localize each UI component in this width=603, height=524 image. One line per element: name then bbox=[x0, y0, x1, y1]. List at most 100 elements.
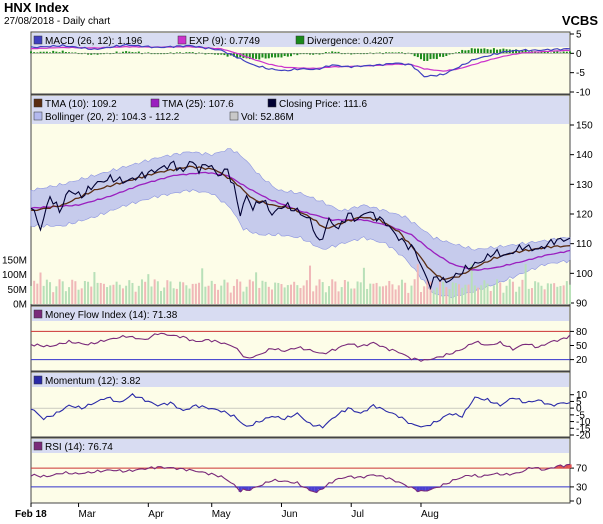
price-legend-label: TMA (25): 107.6 bbox=[162, 99, 234, 110]
x-axis-label: Feb 18 bbox=[15, 509, 47, 520]
rsi-ytick-label: 0 bbox=[576, 497, 582, 508]
volume-bar bbox=[293, 281, 296, 304]
chart-header: HNX Index 27/08/2018 - Daily chart VCBS bbox=[4, 0, 598, 28]
price-legend-swatch bbox=[33, 111, 43, 121]
volume-bar bbox=[137, 285, 140, 304]
divergence-bar bbox=[49, 52, 52, 54]
divergence-bar bbox=[521, 50, 524, 54]
divergence-bar bbox=[549, 52, 552, 54]
volume-bar bbox=[255, 272, 258, 304]
volume-bar bbox=[42, 285, 45, 304]
volume-bar bbox=[45, 279, 48, 304]
volume-bar bbox=[201, 268, 204, 304]
volume-bar bbox=[350, 288, 353, 304]
volume-bar bbox=[61, 281, 64, 304]
momentum-ytick-label: 5 bbox=[576, 397, 582, 408]
x-axis-label: Jun bbox=[281, 509, 297, 520]
volume-bar bbox=[334, 281, 337, 304]
divergence-bar bbox=[331, 51, 334, 54]
volume-bar bbox=[442, 281, 445, 304]
volume-bar bbox=[404, 282, 407, 304]
rsi-oversold-fill bbox=[317, 486, 322, 490]
volume-bar bbox=[90, 286, 93, 304]
divergence-bar bbox=[394, 52, 397, 54]
volume-bar bbox=[270, 289, 273, 304]
divergence-bar bbox=[102, 53, 105, 55]
divergence-bar bbox=[486, 49, 489, 54]
divergence-bar bbox=[255, 53, 258, 59]
divergence-bar bbox=[220, 53, 223, 55]
volume-bar bbox=[328, 286, 331, 304]
divergence-bar bbox=[267, 53, 270, 59]
price-ytick-label: 150 bbox=[576, 121, 593, 132]
momentum-ytick-label: 10 bbox=[576, 390, 588, 401]
volume-bar bbox=[299, 288, 302, 304]
volume-bar bbox=[331, 279, 334, 304]
divergence-bar bbox=[289, 53, 292, 57]
rsi-oversold-fill bbox=[425, 486, 429, 491]
divergence-bar bbox=[147, 52, 150, 54]
volume-bar bbox=[324, 292, 327, 304]
divergence-bar bbox=[169, 52, 172, 54]
x-axis-label: May bbox=[212, 509, 231, 520]
rsi-legend-swatch bbox=[33, 441, 43, 451]
mfi-ytick-label: 80 bbox=[576, 327, 588, 338]
mfi-legend-label: Money Flow Index (14): 71.38 bbox=[45, 310, 178, 321]
divergence-bar bbox=[451, 53, 454, 55]
volume-bar bbox=[77, 289, 80, 304]
divergence-bar bbox=[540, 52, 543, 54]
mfi-legend-swatch bbox=[33, 309, 43, 319]
volume-bar bbox=[49, 282, 52, 304]
divergence-bar bbox=[77, 53, 80, 55]
volume-bar bbox=[159, 290, 162, 304]
volume-bar bbox=[410, 285, 413, 304]
rsi-overbought-fill bbox=[156, 466, 160, 469]
mfi-ytick-label: 20 bbox=[576, 355, 588, 366]
volume-bar bbox=[353, 288, 356, 304]
volume-bar bbox=[521, 279, 524, 304]
volume-bar bbox=[229, 292, 232, 304]
volume-bar bbox=[96, 282, 99, 304]
x-axis-label: Mar bbox=[79, 509, 97, 520]
price-legend-swatch bbox=[150, 98, 160, 108]
volume-bar bbox=[58, 279, 61, 304]
rsi-oversold-fill bbox=[432, 486, 436, 489]
divergence-bar bbox=[340, 53, 343, 55]
rsi-overbought-fill bbox=[565, 464, 569, 469]
divergence-bar bbox=[477, 48, 480, 54]
divergence-bar bbox=[55, 51, 58, 54]
divergence-bar bbox=[410, 53, 413, 55]
macd-panel: 5 0 -5 -10 MACD (26, 12): 1.196 EXP (9): 0.77… bbox=[30, 30, 591, 99]
momentum-legend-bar bbox=[32, 373, 569, 387]
divergence-bar bbox=[64, 52, 67, 54]
momentum-legend-label: Momentum (12): 3.82 bbox=[45, 376, 141, 387]
divergence-bar bbox=[239, 53, 242, 58]
divergence-bar bbox=[419, 53, 422, 60]
closing-price-line bbox=[30, 160, 571, 291]
divergence-bar bbox=[293, 53, 296, 55]
divergence-bar bbox=[388, 52, 391, 54]
divergence-bar bbox=[99, 53, 102, 55]
volume-bar bbox=[226, 282, 229, 304]
volume-bar bbox=[245, 286, 248, 304]
volume-bar bbox=[480, 285, 483, 304]
volume-tick-label: 0M bbox=[13, 300, 27, 311]
volume-bar bbox=[280, 284, 283, 304]
divergence-bar bbox=[454, 52, 457, 54]
volume-bar bbox=[188, 288, 191, 304]
volume-bar bbox=[172, 288, 175, 304]
volume-bar bbox=[147, 274, 150, 304]
divergence-bar bbox=[115, 51, 118, 54]
divergence-bar bbox=[36, 52, 39, 54]
divergence-bar bbox=[128, 51, 131, 54]
divergence-bar bbox=[261, 53, 264, 58]
divergence-bar bbox=[125, 51, 128, 54]
mfi-ytick-label: 50 bbox=[576, 341, 588, 352]
momentum-ytick-label: -5 bbox=[576, 410, 585, 421]
volume-bar bbox=[289, 284, 292, 304]
rsi-oversold-fill bbox=[314, 486, 318, 493]
volume-bar bbox=[492, 285, 495, 304]
volume-bar bbox=[489, 290, 492, 304]
divergence-bar bbox=[343, 53, 346, 55]
volume-bar bbox=[426, 279, 429, 304]
